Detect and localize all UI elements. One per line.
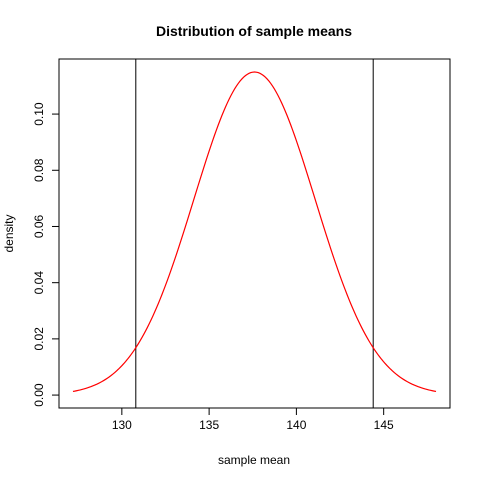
y-tick-label: 0.08	[32, 158, 46, 182]
reference-lines	[135, 59, 374, 408]
y-tick-label: 0.06	[32, 214, 46, 238]
density-curve	[72, 71, 437, 393]
y-axis: 0.00 0.02 0.04 0.06 0.08 0.10	[32, 102, 60, 407]
x-tick-label: 145	[374, 418, 394, 432]
y-axis-label: density	[2, 214, 16, 252]
x-axis: 130 135 140 145	[112, 407, 394, 432]
plot-frame	[58, 58, 451, 409]
x-tick-label: 135	[199, 418, 219, 432]
y-tick-label: 0.02	[32, 327, 46, 351]
series-group	[72, 71, 437, 393]
x-tick-label: 140	[286, 418, 306, 432]
y-tick-label: 0.04	[32, 271, 46, 295]
x-tick-label: 130	[112, 418, 132, 432]
y-tick-label: 0.10	[32, 102, 46, 126]
x-axis-label: sample mean	[218, 453, 290, 467]
y-tick-label: 0.00	[32, 383, 46, 407]
chart-title: Distribution of sample means	[156, 23, 352, 39]
